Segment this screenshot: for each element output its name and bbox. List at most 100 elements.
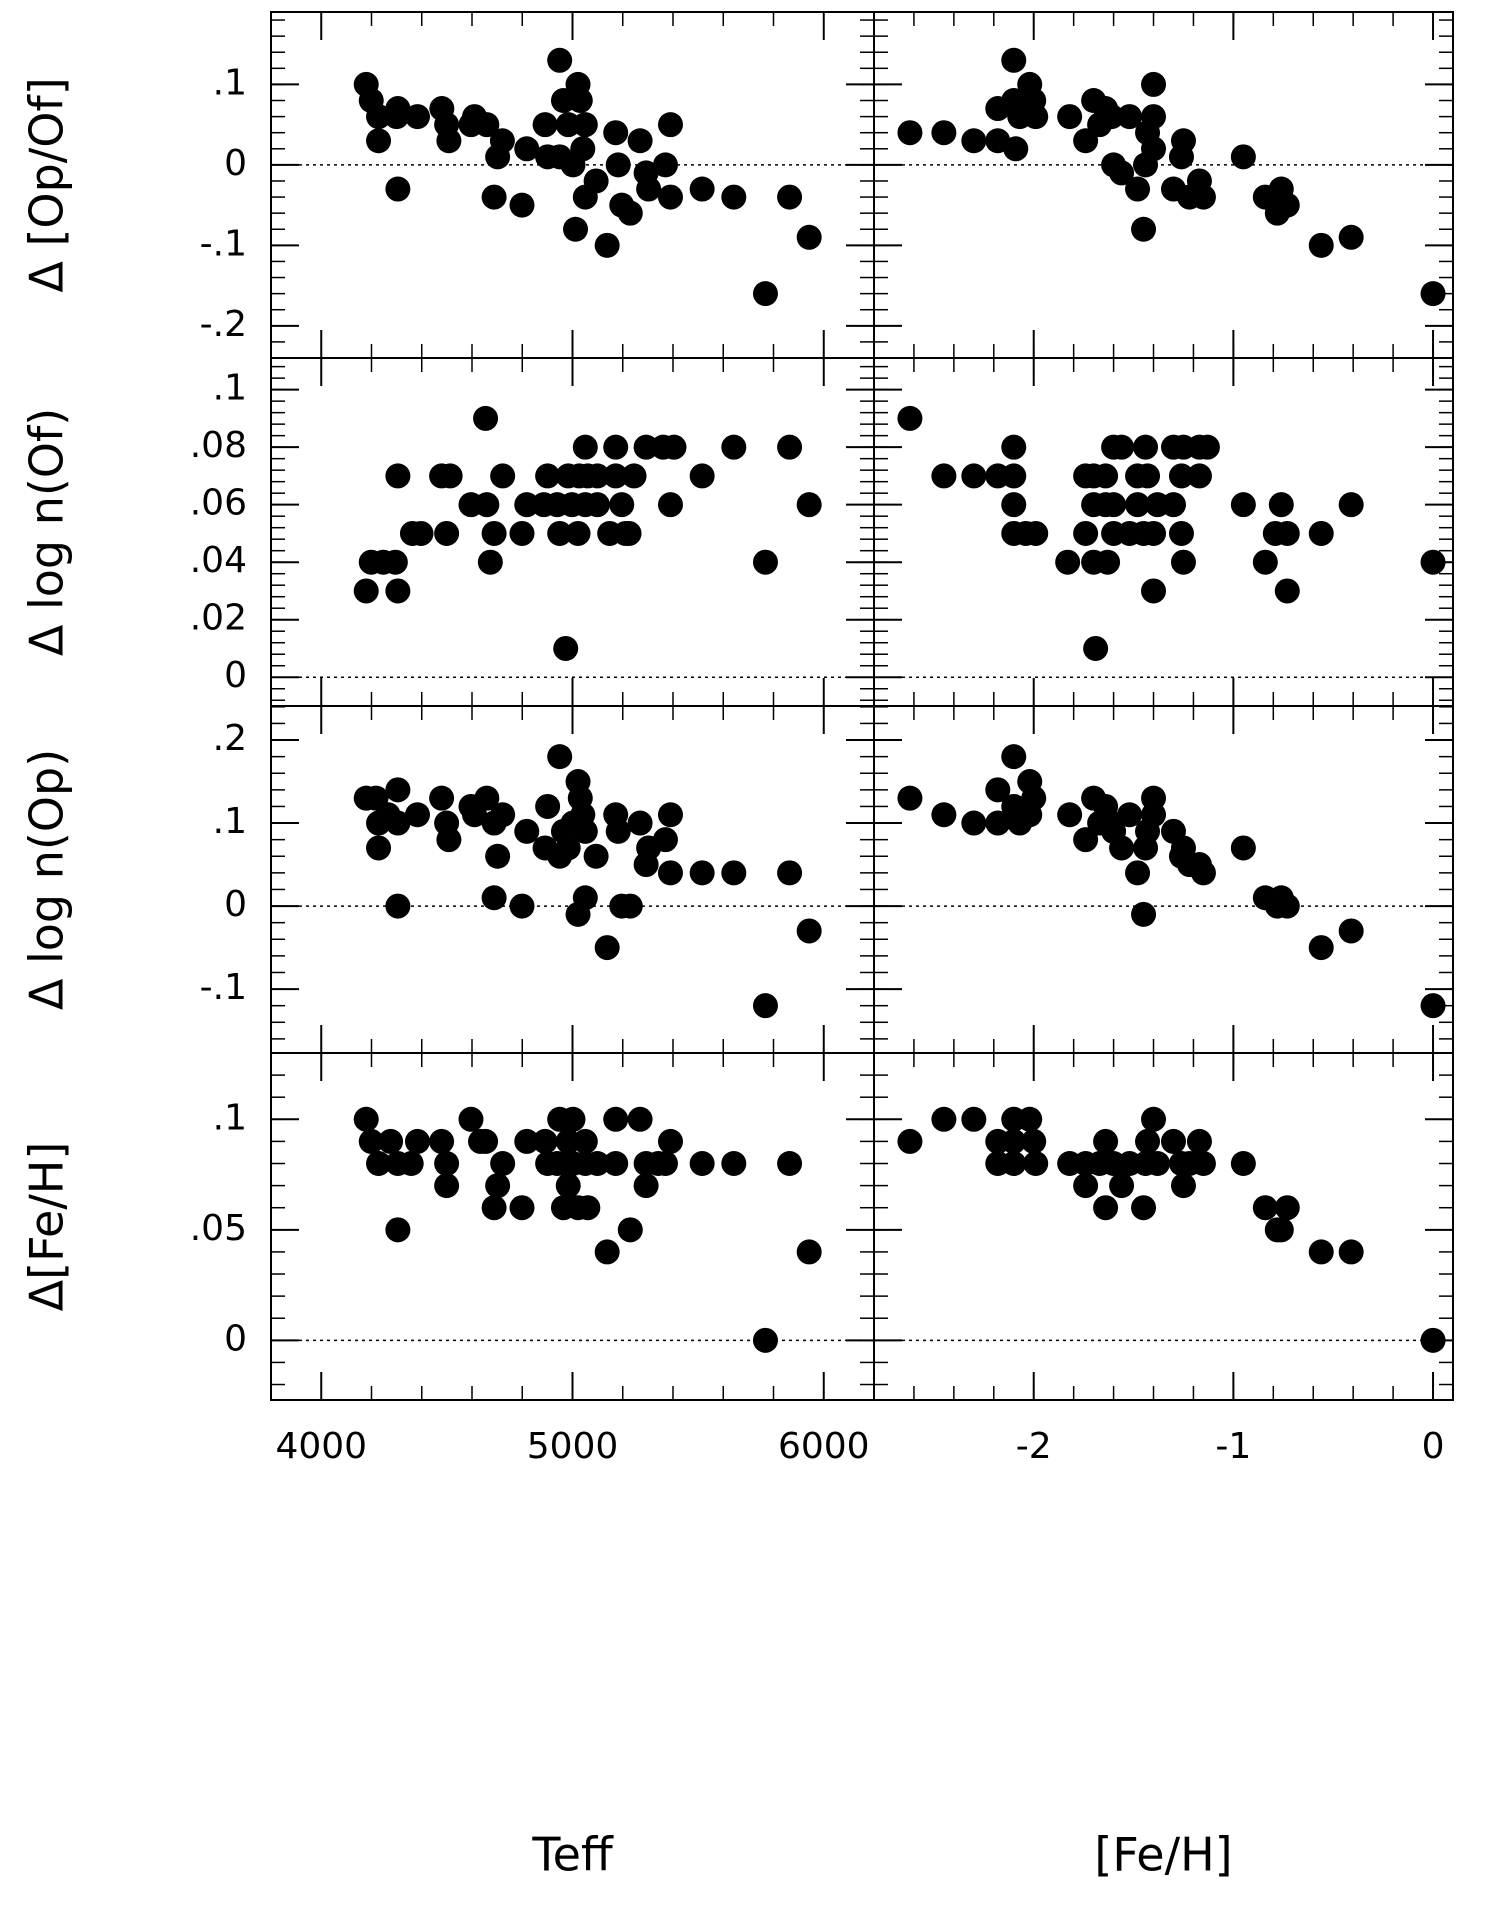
point xyxy=(1001,47,1027,73)
point xyxy=(689,176,715,202)
point xyxy=(1141,520,1167,546)
point xyxy=(584,492,610,518)
point xyxy=(657,1128,683,1154)
point xyxy=(627,1106,653,1132)
point xyxy=(796,492,822,518)
point xyxy=(572,885,598,911)
y-tick-label: .02 xyxy=(190,598,247,639)
point xyxy=(633,1173,659,1199)
y-tick-label: .06 xyxy=(190,483,247,524)
point xyxy=(796,224,822,250)
point xyxy=(1160,1128,1186,1154)
point xyxy=(961,128,987,154)
point xyxy=(434,520,460,546)
point xyxy=(1170,128,1196,154)
point xyxy=(931,120,957,146)
point xyxy=(353,578,379,604)
point xyxy=(514,136,540,162)
point xyxy=(1057,104,1083,130)
point xyxy=(1131,901,1157,927)
point xyxy=(603,1106,629,1132)
point xyxy=(490,1151,516,1177)
y-tick-label: -.2 xyxy=(200,304,247,345)
point xyxy=(378,1128,404,1154)
point xyxy=(1099,104,1125,130)
point xyxy=(1145,1151,1171,1177)
point xyxy=(1170,1173,1196,1199)
point xyxy=(1021,1128,1047,1154)
point xyxy=(605,152,631,178)
point xyxy=(1141,136,1167,162)
x-tick-label: 4000 xyxy=(275,1426,367,1467)
point xyxy=(555,835,581,861)
point xyxy=(1131,216,1157,242)
point xyxy=(1083,635,1109,661)
point xyxy=(485,1173,511,1199)
point xyxy=(1338,1239,1364,1265)
point xyxy=(897,1128,923,1154)
point xyxy=(473,1128,499,1154)
y-tick-label: .1 xyxy=(213,1097,247,1138)
point xyxy=(547,744,573,770)
point xyxy=(657,860,683,886)
y-axis-label: Δ log n(Op) xyxy=(20,749,74,1010)
point xyxy=(404,802,430,828)
point xyxy=(1308,935,1334,961)
point xyxy=(398,1151,424,1177)
point xyxy=(404,104,430,130)
y-tick-label: .2 xyxy=(213,718,247,759)
point xyxy=(1160,492,1186,518)
point xyxy=(1017,1106,1043,1132)
point xyxy=(532,112,558,138)
point xyxy=(777,1151,803,1177)
point xyxy=(777,434,803,460)
point xyxy=(1168,520,1194,546)
point xyxy=(366,1151,392,1177)
point xyxy=(436,827,462,853)
point xyxy=(752,549,778,575)
point xyxy=(1141,578,1167,604)
point xyxy=(1190,184,1216,210)
point xyxy=(572,1128,598,1154)
point xyxy=(555,112,581,138)
point xyxy=(1308,232,1334,258)
y-tick-label: 0 xyxy=(224,1318,247,1359)
point xyxy=(796,1239,822,1265)
point xyxy=(1101,492,1127,518)
point xyxy=(603,1151,629,1177)
y-axis-label: Δ log n(Of) xyxy=(20,408,74,656)
point xyxy=(616,520,642,546)
point xyxy=(1141,104,1167,130)
y-tick-label: -.1 xyxy=(200,967,247,1008)
y-tick-label: .04 xyxy=(190,540,247,581)
point xyxy=(1338,492,1364,518)
y-tick-label: .08 xyxy=(190,425,247,466)
point xyxy=(1117,802,1143,828)
point xyxy=(385,176,411,202)
y-tick-label: .05 xyxy=(190,1208,247,1249)
point xyxy=(584,1151,610,1177)
point xyxy=(404,1128,430,1154)
point xyxy=(547,520,573,546)
point xyxy=(1109,1173,1135,1199)
point xyxy=(436,128,462,154)
point xyxy=(490,463,516,489)
point xyxy=(509,192,535,218)
point xyxy=(1420,281,1446,307)
point xyxy=(961,1106,987,1132)
x-tick-label: 6000 xyxy=(778,1426,870,1467)
point xyxy=(1109,434,1135,460)
point xyxy=(385,463,411,489)
point xyxy=(1109,160,1135,186)
point xyxy=(1252,549,1278,575)
point xyxy=(481,184,507,210)
point xyxy=(1230,144,1256,170)
point xyxy=(572,818,598,844)
point xyxy=(382,549,408,575)
y-tick-label: 0 xyxy=(224,884,247,925)
point xyxy=(1093,1128,1119,1154)
point xyxy=(1141,71,1167,97)
point xyxy=(532,1128,558,1154)
point xyxy=(1274,578,1300,604)
